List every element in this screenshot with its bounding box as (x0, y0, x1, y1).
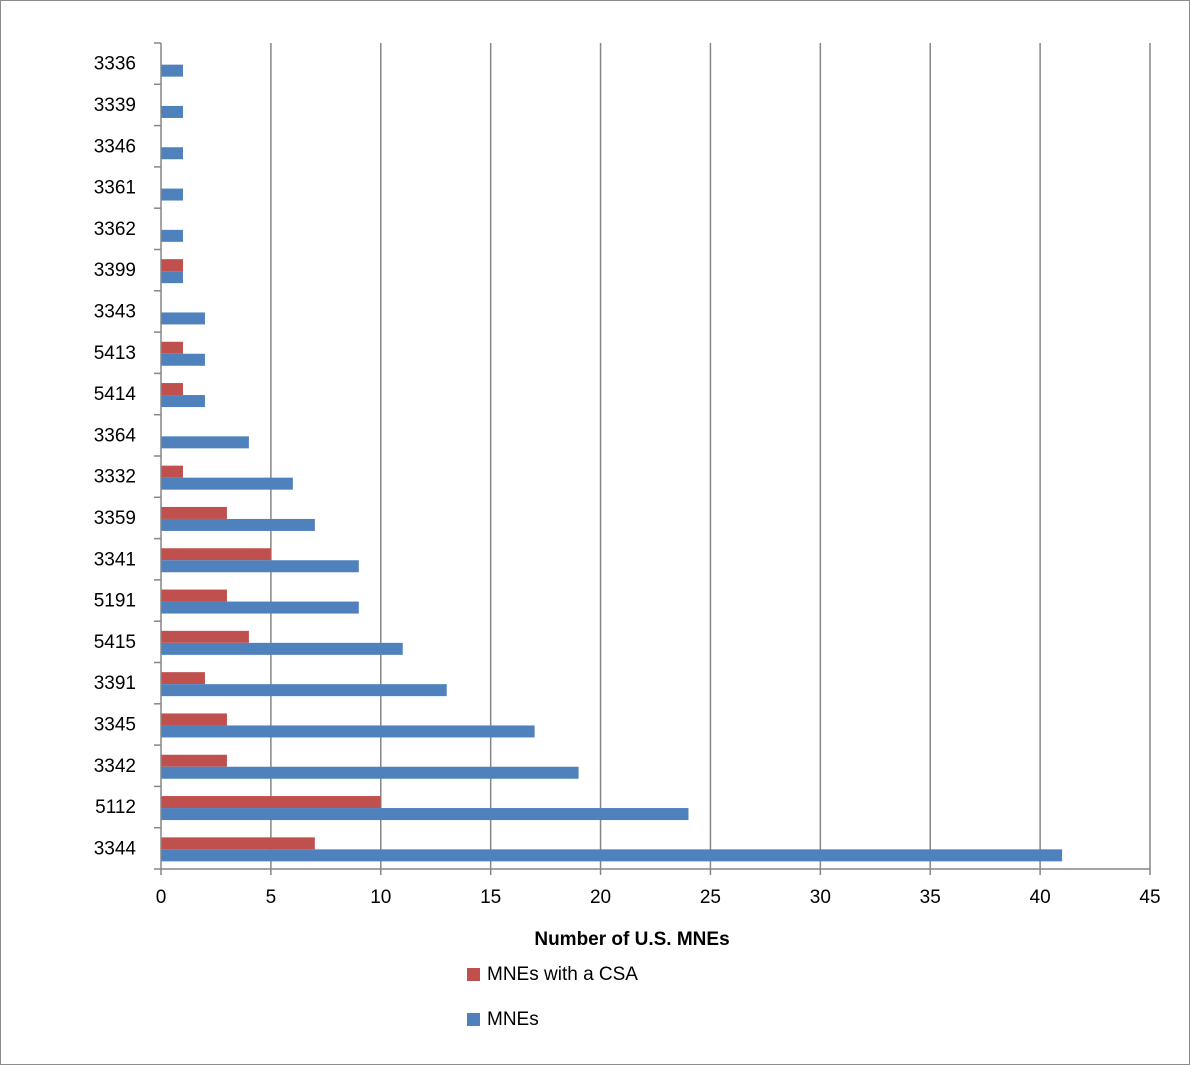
legend-label: MNEs with a CSA (487, 964, 638, 985)
bar-mnes-with-csa-5413 (161, 341, 183, 354)
y-tick-label: 3345 (94, 714, 136, 735)
y-tick-label: 3341 (94, 549, 136, 570)
bar-mnes-with-csa-3332 (161, 465, 183, 478)
bar-mnes-with-csa-3344 (161, 837, 315, 850)
x-tick-label: 45 (1139, 887, 1160, 908)
y-tick-label: 3399 (94, 260, 136, 281)
axes (154, 42, 1151, 875)
bar-mnes-with-csa-3359 (161, 506, 227, 519)
y-tick-label: 3364 (94, 425, 137, 446)
bar-mnes-with-csa-3399 (161, 259, 183, 272)
bar-mnes-3339 (161, 105, 183, 118)
legend-swatch (467, 1013, 480, 1026)
bar-mnes-3359 (161, 518, 315, 531)
bars (161, 64, 1063, 862)
bar-mnes-with-csa-3345 (161, 713, 227, 726)
y-tick-label: 3391 (94, 673, 136, 694)
bar-mnes-3399 (161, 271, 183, 284)
y-tick-label: 3332 (94, 467, 136, 488)
y-tick-label: 3362 (94, 219, 136, 240)
bar-mnes-3341 (161, 560, 359, 573)
bar-mnes-3345 (161, 725, 535, 738)
legend-swatch (467, 968, 480, 981)
gridlines (270, 43, 1151, 869)
x-tick-label: 30 (810, 887, 831, 908)
y-tick-label: 5413 (94, 343, 136, 364)
bar-mnes-with-csa-5414 (161, 383, 183, 396)
x-tick-label: 15 (480, 887, 501, 908)
y-tick-label: 3343 (94, 301, 136, 322)
legend: MNEs with a CSA MNEs (467, 964, 638, 1030)
y-tick-label: 5191 (94, 591, 136, 612)
x-tick-labels: 0 5 10 15 20 25 30 35 40 45 (156, 887, 1161, 908)
y-tick-label: 3359 (94, 508, 136, 529)
bar-mnes-3336 (161, 64, 183, 77)
legend-item-mnes-with-csa: MNEs with a CSA (467, 964, 638, 985)
y-tick-label: 3361 (94, 178, 136, 199)
y-tick-label: 3342 (94, 756, 136, 777)
x-tick-label: 25 (700, 887, 721, 908)
bar-mnes-3343 (161, 312, 205, 325)
bar-mnes-3346 (161, 147, 183, 160)
legend-item-mnes: MNEs (467, 1009, 539, 1030)
bar-mnes-3332 (161, 477, 293, 490)
x-tick-label: 20 (590, 887, 611, 908)
y-tick-label: 5415 (94, 632, 136, 653)
bar-mnes-with-csa-5191 (161, 589, 227, 602)
bar-mnes-3361 (161, 188, 183, 201)
bar-mnes-3391 (161, 684, 447, 697)
y-tick-label: 5112 (95, 797, 136, 818)
bar-mnes-3362 (161, 229, 183, 242)
y-tick-label: 3344 (94, 838, 137, 859)
bar-mnes-3344 (161, 849, 1063, 862)
x-tick-label: 35 (920, 887, 941, 908)
x-axis-title: Number of U.S. MNEs (534, 929, 729, 950)
bar-mnes-5414 (161, 395, 205, 408)
y-tick-label: 3339 (94, 95, 136, 116)
y-tick-label: 3346 (94, 136, 136, 157)
bar-mnes-3364 (161, 436, 249, 449)
bar-mnes-with-csa-5415 (161, 630, 249, 643)
bar-mnes-with-csa-3391 (161, 672, 205, 685)
bar-mnes-5413 (161, 353, 205, 366)
bar-mnes-5112 (161, 808, 689, 821)
y-tick-label: 3336 (94, 54, 136, 75)
bar-mnes-with-csa-3341 (161, 548, 271, 561)
bar-mnes-with-csa-5112 (161, 796, 381, 809)
legend-label: MNEs (487, 1009, 539, 1030)
bar-mnes-5191 (161, 601, 359, 614)
x-tick-label: 0 (156, 887, 167, 908)
x-tick-label: 40 (1030, 887, 1051, 908)
bar-mnes-3342 (161, 766, 579, 779)
bar-mnes-5415 (161, 642, 403, 655)
y-tick-labels: 3336 3339 3346 3361 3362 3399 3343 5413 5414 3364… (94, 54, 137, 860)
bar-mnes-with-csa-3342 (161, 754, 227, 767)
x-tick-label: 10 (370, 887, 391, 908)
y-tick-label: 5414 (94, 384, 137, 405)
x-tick-label: 5 (266, 887, 277, 908)
